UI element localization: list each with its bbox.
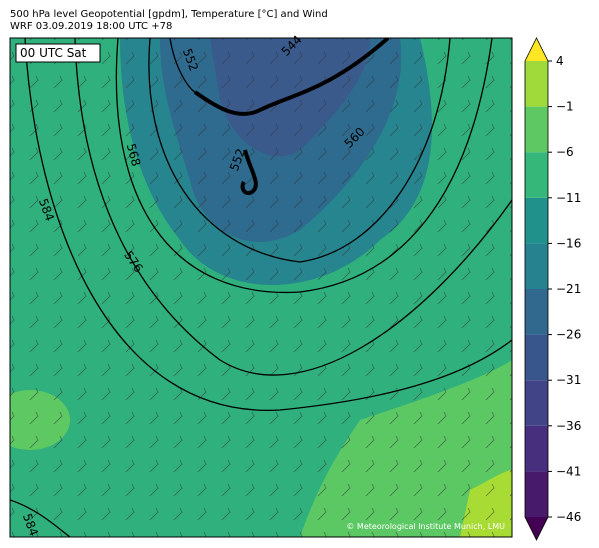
colorbar-extend-high [525,38,548,61]
colorbar-tick-label: −1 [556,100,574,114]
colorbar-segment [525,289,548,335]
title: 500 hPa level Geopotential [gpdm], Tempe… [10,9,328,20]
colorbar-tick-label: −26 [556,328,581,342]
colorbar-tick-label: −31 [556,373,581,387]
time-box [15,43,101,63]
contour-label: 568 [124,142,143,168]
colorbar-segment [525,61,548,107]
colorbar-segment [525,334,548,381]
colorbar-segment [525,197,548,244]
colorbar-tick-label: −46 [556,510,581,524]
colorbar-extend-low [525,517,548,540]
colorbar-segment [525,152,548,198]
colorbar-tick-label: −36 [556,419,581,433]
time-label: 00 UTC Sat [20,46,87,60]
colorbar-tick-label: −11 [556,191,581,205]
colorbar-segment [525,471,548,517]
colorbar-tick-label: −21 [556,282,581,296]
colorbar-tick-label: −16 [556,236,581,250]
map [10,38,512,537]
colorbar-tick-label: 4 [556,54,564,68]
colorbar-tick-label: −6 [556,145,574,159]
map-frame [9,37,513,538]
credit: © Meteorological Institute Munich, LMU [346,522,505,531]
colorbar-segment [525,243,548,289]
colorbar-tick-label: −41 [556,464,581,478]
subtitle: WRF 03.09.2019 18:00 UTC +78 [10,21,172,32]
colorbar-segment [525,106,548,153]
colorbar-segment [525,425,548,472]
colorbar-segment [525,380,548,426]
